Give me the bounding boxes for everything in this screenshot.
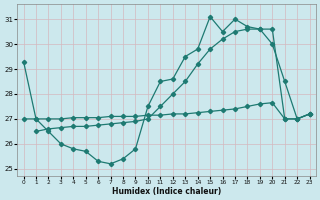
X-axis label: Humidex (Indice chaleur): Humidex (Indice chaleur) <box>112 187 221 196</box>
